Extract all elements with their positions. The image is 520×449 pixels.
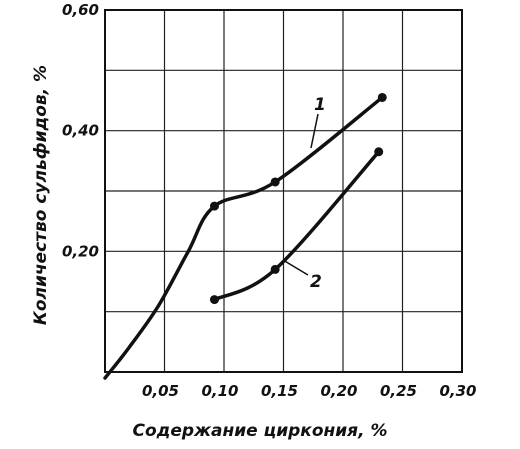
plot-border xyxy=(104,9,463,373)
x-tick-label: 0,20 xyxy=(320,382,357,400)
series-1-point xyxy=(377,92,387,102)
x-tick-label: 0,10 xyxy=(201,382,238,400)
series-1-point xyxy=(270,177,280,187)
x-tick-label: 0,30 xyxy=(439,382,476,400)
x-tick-label: 0,25 xyxy=(380,382,417,400)
x-tick-label: 0,15 xyxy=(261,382,298,400)
series-1-leader xyxy=(310,113,319,149)
series-1-point xyxy=(209,201,219,211)
y-tick-label: 0,60 xyxy=(62,1,99,19)
plot-frame xyxy=(104,9,463,373)
curves xyxy=(103,95,385,380)
x-tick-labels: 0,05 0,10 0,15 0,20 0,25 0,30 xyxy=(142,382,477,400)
x-axis-label: Содержание циркония, % xyxy=(133,421,388,441)
grid xyxy=(105,10,462,372)
y-tick-label: 0,40 xyxy=(62,122,99,140)
series-2-leader xyxy=(282,259,309,276)
curve-labels: 12 xyxy=(282,95,326,292)
series-2-point xyxy=(374,147,384,157)
series-2-point xyxy=(209,295,219,305)
series-2-point xyxy=(270,264,280,274)
series-1-label: 1 xyxy=(314,95,326,115)
x-tick-label: 0,05 xyxy=(142,382,179,400)
y-tick-label: 0,20 xyxy=(62,242,99,260)
series-1-line xyxy=(103,95,385,380)
y-axis-label: Количество сульфидов, % xyxy=(31,65,51,325)
series-2-line xyxy=(212,150,381,302)
series-2-label: 2 xyxy=(310,272,322,292)
data-points xyxy=(209,92,387,305)
y-tick-labels: 0,20 0,40 0,60 xyxy=(62,1,99,260)
